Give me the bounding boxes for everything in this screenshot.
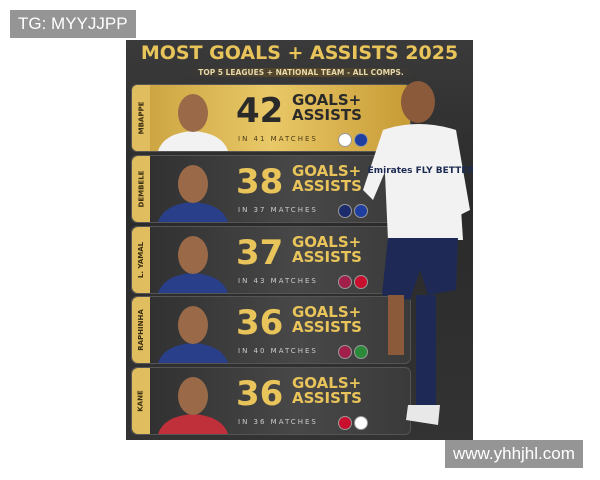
nation-flag-icon [354, 204, 368, 218]
club-badge-icon [338, 345, 352, 359]
poster-title: MOST GOALS + ASSISTS 2025 [140, 42, 459, 64]
matches-text: IN 41 MATCHES [238, 135, 318, 143]
total-value: 36 [236, 374, 284, 414]
player-row: RAPHINHA 36 GOALS+ ASSISTS IN 40 MATCHES [131, 296, 411, 364]
total-value: 37 [236, 233, 284, 273]
stat-label: GOALS+ ASSISTS [292, 162, 362, 195]
player-row: MBAPPE 42 GOALS+ ASSISTS IN 41 MATCHES [131, 84, 411, 152]
poster-subtitle: TOP 5 LEAGUES + NATIONAL TEAM - ALL COMP… [186, 68, 416, 77]
nation-flag-icon [354, 345, 368, 359]
name-tab: L. YAMAL [132, 227, 150, 293]
player-row: L. YAMAL 37 GOALS+ ASSISTS IN 43 MATCHES [131, 226, 411, 294]
total-value: 38 [236, 162, 284, 202]
name-tab: DEMBELE [132, 156, 150, 222]
player-row: DEMBELE 38 GOALS+ ASSISTS IN 37 MATCHES [131, 155, 411, 223]
matches-text: IN 40 MATCHES [238, 347, 318, 355]
nation-flag-icon [354, 275, 368, 289]
watermark-bottom: www.yhhjhl.com [445, 440, 583, 468]
stat-label: GOALS+ ASSISTS [292, 233, 362, 266]
player-portrait [158, 165, 228, 222]
name-tab: RAPHINHA [132, 297, 150, 363]
stat-label: GOALS+ ASSISTS [292, 303, 362, 336]
nation-flag-icon [354, 133, 368, 147]
player-name: KANE [137, 390, 146, 412]
matches-text: IN 36 MATCHES [238, 418, 318, 426]
name-tab: MBAPPE [132, 85, 150, 151]
player-portrait [158, 377, 228, 434]
club-badge-icon [338, 204, 352, 218]
player-name: RAPHINHA [137, 309, 146, 351]
player-portrait [158, 306, 228, 363]
name-tab: KANE [132, 368, 150, 434]
player-name: L. YAMAL [137, 241, 145, 279]
player-portrait [158, 94, 228, 151]
watermark-top: TG: MYYJJPP [10, 10, 136, 38]
club-badge-icon [338, 133, 352, 147]
player-name: MBAPPE [137, 101, 146, 135]
club-badge-icon [338, 416, 352, 430]
hero-player-figure: Emirates FLY BETTER [363, 81, 473, 425]
stat-label: GOALS+ ASSISTS [292, 374, 362, 407]
player-name: DEMBELE [137, 170, 146, 208]
player-portrait [158, 236, 228, 293]
stat-label: GOALS+ ASSISTS [292, 91, 362, 124]
infographic-poster: MOST GOALS + ASSISTS 2025 TOP 5 LEAGUES … [126, 40, 473, 440]
shirt-sponsor: Emirates FLY BETTER [368, 166, 473, 176]
club-badge-icon [338, 275, 352, 289]
player-row: KANE 36 GOALS+ ASSISTS IN 36 MATCHES [131, 367, 411, 435]
total-value: 36 [236, 303, 284, 343]
nation-flag-icon [354, 416, 368, 430]
matches-text: IN 43 MATCHES [238, 277, 318, 285]
matches-text: IN 37 MATCHES [238, 206, 318, 214]
total-value: 42 [236, 91, 284, 131]
